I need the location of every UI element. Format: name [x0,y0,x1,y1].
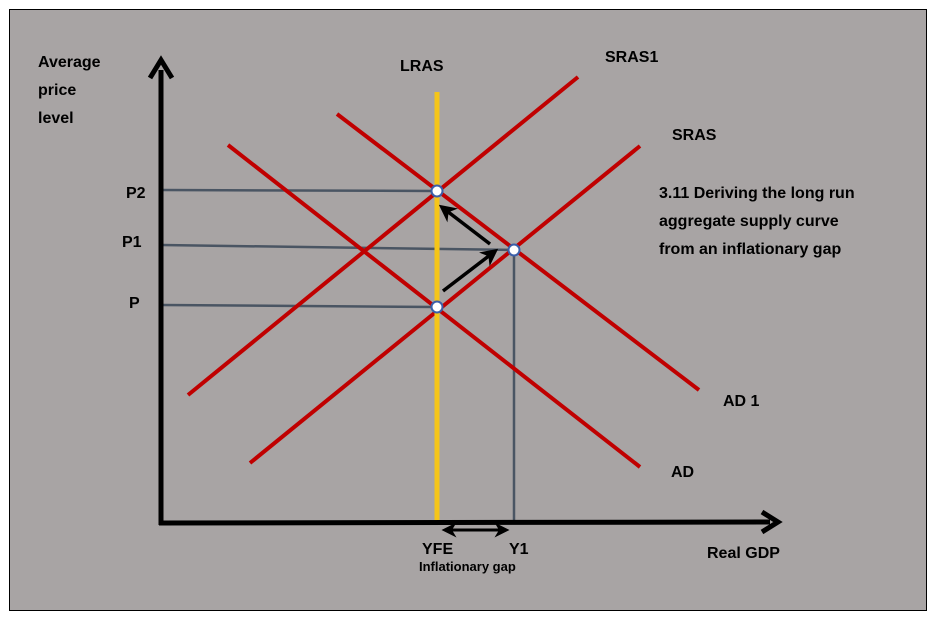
sras1-curve [186,75,580,397]
y-axis-arrowhead [147,55,175,80]
guide-p2 [161,188,438,193]
diagram-title-line3: from an inflationary gap [659,241,841,258]
x-axis-arrowhead [760,509,783,535]
gap-label: Inflationary gap [419,559,516,574]
sras-curve [248,144,642,465]
curve-label-sras1: SRAS1 [605,49,658,66]
point-p2-equilibrium [430,184,444,198]
price-label-p2: P2 [126,185,146,202]
curve-label-lras: LRAS [400,58,444,75]
y-axis-label-line2: price [38,82,76,99]
x-axis-label: Real GDP [707,545,780,562]
y-axis-label-line1: Average [38,54,101,71]
y-axis-label-line3: level [38,110,74,127]
diagram-title-line2: aggregate supply curve [659,213,839,230]
curve-label-sras: SRAS [672,127,717,144]
arrow-shift-back [438,204,492,246]
point-p1-equilibrium [507,243,521,257]
output-label-yfe: YFE [422,541,453,558]
point-p-equilibrium [430,300,444,314]
price-label-p1: P1 [122,234,142,251]
curve-label-ad1: AD 1 [723,393,760,410]
price-label-p: P [129,295,140,312]
guide-p1 [161,243,515,252]
curve-label-ad: AD [671,464,694,481]
diagram-title-line1: 3.11 Deriving the long run [659,185,855,202]
arrow-shift-up [441,248,499,293]
output-label-y1: Y1 [509,541,529,558]
x-axis [158,519,771,526]
